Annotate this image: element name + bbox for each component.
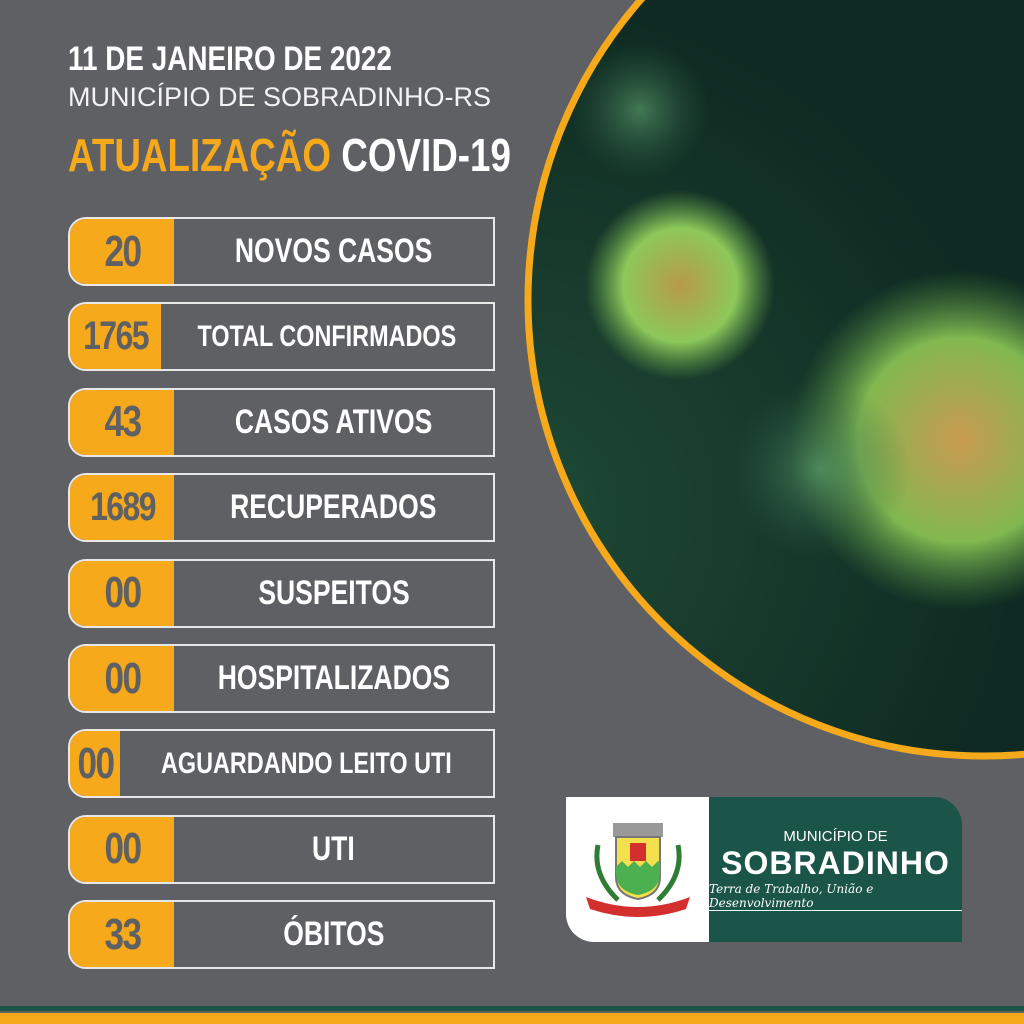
stat-label: SUSPEITOS [174,561,493,626]
stat-value: 33 [70,902,174,968]
stat-row: 00 HOSPITALIZADOS [68,644,495,713]
stat-label: ÓBITOS [174,902,493,967]
stat-label: RECUPERADOS [174,475,493,540]
stat-value-text: 00 [104,568,142,618]
stat-value: 1689 [70,475,174,541]
logo-tagline: Terra de Trabalho, União e Desenvolvimen… [709,882,962,911]
stat-label-text: CASOS ATIVOS [234,402,433,441]
date: 11 DE JANEIRO DE 2022 [68,40,392,78]
stat-value-text: 1765 [83,314,149,359]
stat-value-text: 43 [104,397,142,447]
stat-label: AGUARDANDO LEITO UTI [120,731,493,796]
stat-row: 1765 TOTAL CONFIRMADOS [68,302,495,372]
stat-label: NOVOS CASOS [174,219,493,284]
stat-label-text: TOTAL CONFIRMADOS [197,319,457,353]
stat-value-text: 20 [104,226,142,276]
stat-label: TOTAL CONFIRMADOS [161,304,493,369]
page-title: ATUALIZAÇÃO COVID-19 [68,128,511,182]
municipality-logo: MUNICÍPIO DE SOBRADINHO Terra de Trabalh… [566,797,962,942]
stat-value-text: 33 [104,909,142,959]
stat-label-text: SUSPEITOS [257,573,410,612]
stat-row: 33 ÓBITOS [68,900,495,970]
stat-label: CASOS ATIVOS [174,390,493,455]
stat-label-text: HOSPITALIZADOS [217,659,450,697]
stat-label-text: NOVOS CASOS [234,232,433,270]
stat-row: 00 AGUARDANDO LEITO UTI [68,729,495,799]
stat-value: 00 [70,731,121,797]
footer-green-stripe [0,1006,1024,1011]
title-highlight: ATUALIZAÇÃO [68,129,332,181]
stat-label: HOSPITALIZADOS [174,646,493,711]
stat-value: 1765 [70,304,162,370]
stat-row: 43 CASOS ATIVOS [68,387,495,457]
stat-value: 00 [70,560,174,626]
stat-value-text: 1689 [89,485,156,530]
stat-value: 00 [70,816,174,882]
stat-label-text: ÓBITOS [282,915,385,954]
stat-row: 00 UTI [68,814,495,884]
stat-value: 20 [70,219,174,284]
stat-value-text: 00 [104,824,142,874]
title-rest: COVID-19 [341,129,511,181]
stat-value: 43 [70,389,174,455]
stat-value: 00 [70,646,174,711]
stat-label: UTI [174,817,493,882]
municipality: MUNICÍPIO DE SOBRADINHO-RS [68,82,492,112]
logo-prefix: MUNICÍPIO DE [783,828,888,845]
stat-row: 00 SUSPEITOS [68,558,495,628]
stat-label-text: RECUPERADOS [230,488,437,527]
stat-row: 1689 RECUPERADOS [68,473,495,543]
logo-name: SOBRADINHO [721,845,950,881]
crest-icon [566,797,709,942]
stat-label-text: UTI [312,829,355,868]
stat-row: 20 NOVOS CASOS [68,217,495,286]
stat-value-text: 00 [104,653,142,703]
footer-yellow-stripe [0,1013,1024,1024]
stat-value-text: 00 [77,738,115,788]
stat-label-text: AGUARDANDO LEITO UTI [161,746,452,780]
